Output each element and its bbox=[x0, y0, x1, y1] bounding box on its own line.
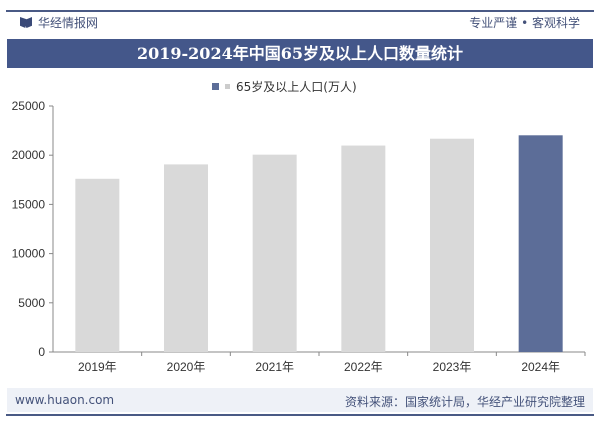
y-tick-label: 0 bbox=[38, 345, 45, 359]
brand-name: 华经情报网 bbox=[38, 16, 99, 30]
bottom-rule bbox=[6, 414, 594, 416]
legend-marker bbox=[212, 83, 219, 90]
x-tick-label: 2022年 bbox=[344, 360, 383, 374]
bar bbox=[518, 135, 563, 352]
y-tick-label: 15000 bbox=[12, 197, 46, 211]
bar bbox=[430, 138, 474, 352]
bar bbox=[164, 164, 208, 352]
top-rule bbox=[6, 10, 594, 12]
y-tick-label: 25000 bbox=[12, 99, 46, 113]
legend-swatch bbox=[225, 84, 230, 89]
y-tick-label: 5000 bbox=[18, 296, 45, 310]
chart-title: 2019-2024年中国65岁及以上人口数量统计 bbox=[7, 39, 593, 68]
x-tick-label: 2019年 bbox=[78, 360, 117, 374]
y-tick-label: 20000 bbox=[12, 148, 46, 162]
slogan: 专业严谨 • 客观科学 bbox=[469, 16, 580, 30]
x-tick-label: 2021年 bbox=[255, 360, 294, 374]
bar bbox=[341, 145, 386, 352]
logo-icon bbox=[20, 17, 32, 28]
x-tick-label: 2020年 bbox=[167, 360, 206, 374]
y-tick-label: 10000 bbox=[12, 247, 46, 261]
footer: www.huaon.com 资料来源：国家统计局，华经产业研究院整理 bbox=[7, 388, 593, 412]
bar bbox=[75, 178, 120, 352]
brand: 华经情报网 bbox=[20, 14, 98, 31]
footer-source: 资料来源：国家统计局，华经产业研究院整理 bbox=[344, 395, 585, 409]
x-tick-label: 2024年 bbox=[521, 360, 560, 374]
footer-website: www.huaon.com bbox=[15, 393, 115, 407]
legend: 65岁及以上人口(万人) bbox=[212, 78, 357, 95]
x-tick-label: 2023年 bbox=[433, 360, 472, 374]
bar bbox=[252, 154, 297, 352]
legend-label: 65岁及以上人口(万人) bbox=[236, 80, 357, 94]
